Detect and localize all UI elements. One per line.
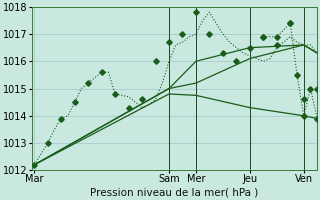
X-axis label: Pression niveau de la mer( hPa ): Pression niveau de la mer( hPa ) — [90, 187, 259, 197]
